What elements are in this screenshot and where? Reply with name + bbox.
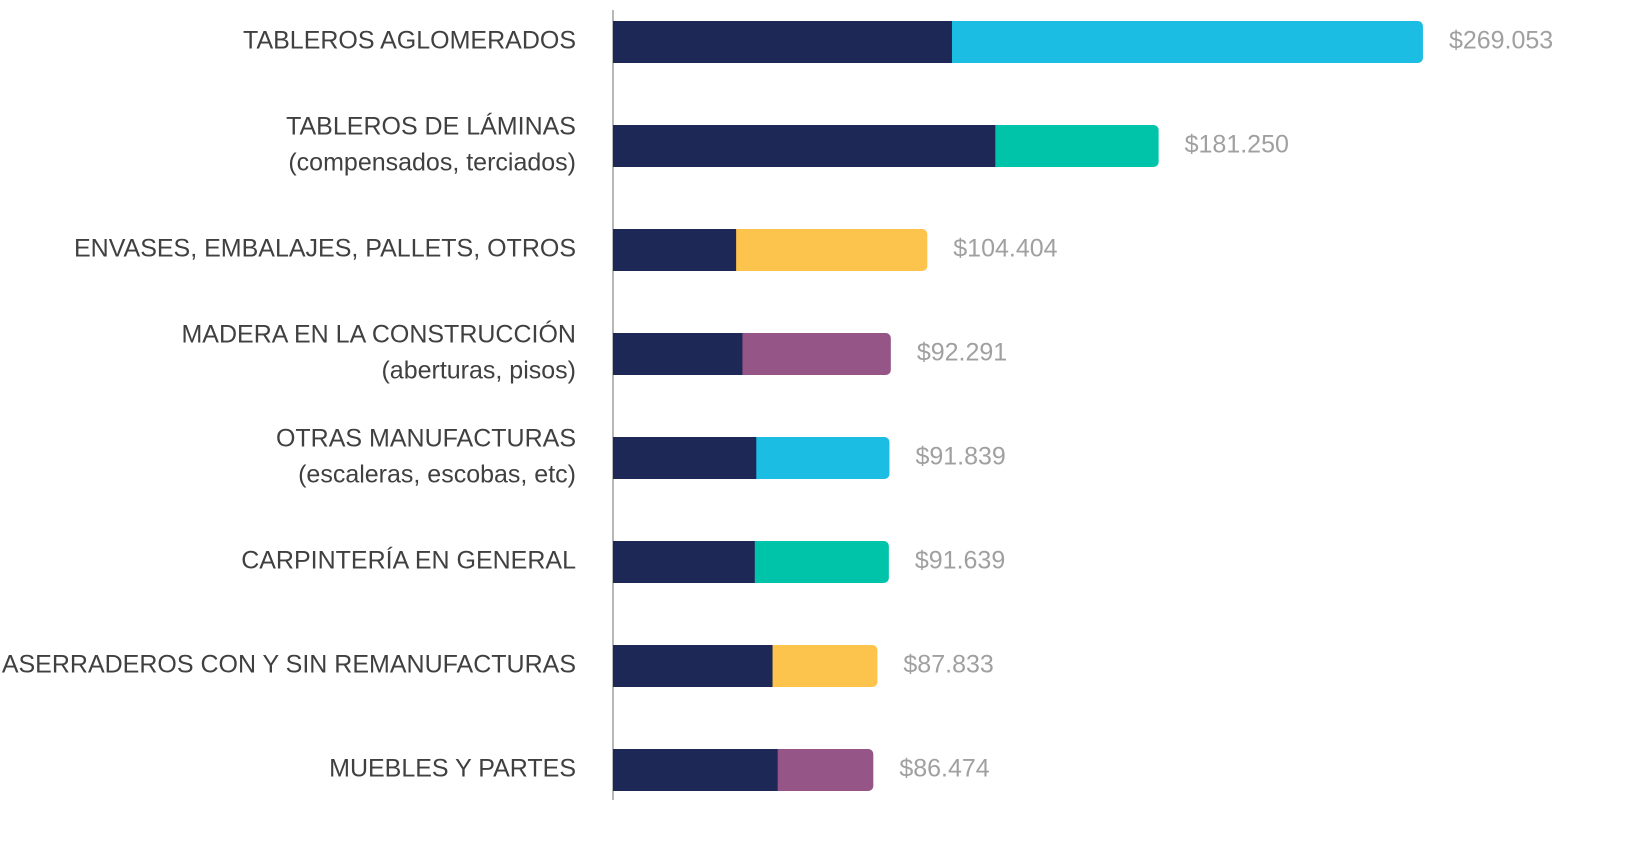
value-label: $91.639: [915, 547, 1005, 575]
category-label: TABLEROS AGLOMERADOS: [243, 27, 576, 55]
category-label: MUEBLES Y PARTES: [329, 755, 576, 783]
bar-base: [613, 229, 737, 271]
value-label: $91.839: [915, 443, 1005, 471]
category-label: (compensados, terciados): [288, 149, 576, 177]
bar-base: [613, 749, 778, 791]
bar-base: [613, 437, 757, 479]
bar-base: [613, 125, 996, 167]
category-label: (escaleras, escobas, etc): [298, 461, 576, 489]
bar-base: [613, 541, 755, 583]
value-label: $269.053: [1449, 27, 1553, 55]
value-label: $181.250: [1185, 131, 1289, 159]
category-label: (aberturas, pisos): [381, 357, 576, 385]
category-label: ENVASES, EMBALAJES, PALLETS, OTROS: [74, 235, 576, 263]
category-label: CARPINTERÍA EN GENERAL: [241, 546, 576, 575]
value-label: $86.474: [899, 755, 989, 783]
category-label: ASERRADEROS CON Y SIN REMANUFACTURAS: [2, 651, 576, 679]
category-label: OTRAS MANUFACTURAS: [276, 425, 576, 453]
value-label: $92.291: [917, 339, 1007, 367]
value-label: $104.404: [953, 235, 1057, 263]
bar-base: [613, 645, 773, 687]
bar-base: [613, 333, 743, 375]
category-label: TABLEROS DE LÁMINAS: [286, 112, 576, 141]
value-label: $87.833: [903, 651, 993, 679]
category-label: MADERA EN LA CONSTRUCCIÓN: [181, 320, 576, 349]
bar-base: [613, 21, 952, 63]
